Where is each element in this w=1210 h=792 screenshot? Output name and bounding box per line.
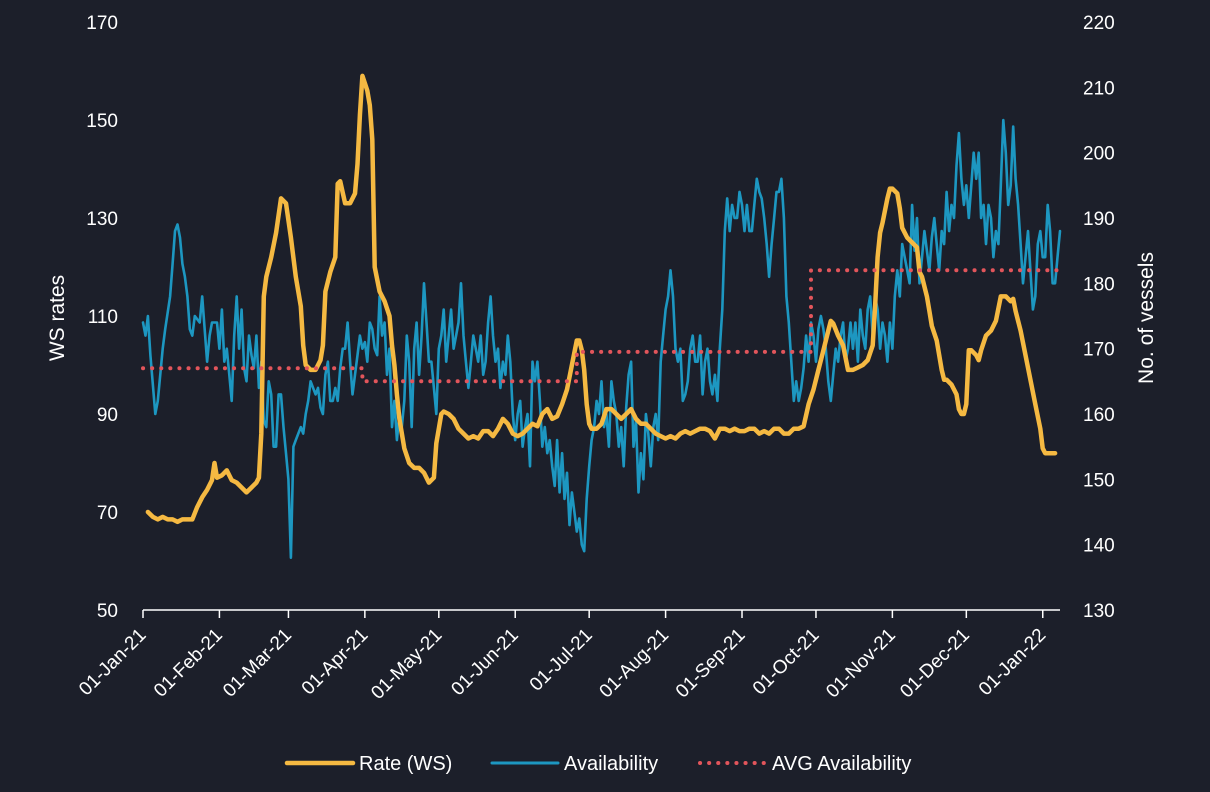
legend-label-0: Rate (WS) xyxy=(359,753,452,775)
x-tick-label-12: 01-Jan-22 xyxy=(975,625,1050,700)
y-left-tick-0: 50 xyxy=(97,601,118,622)
y-right-tick-0: 130 xyxy=(1083,601,1115,622)
series-group xyxy=(141,73,1062,559)
x-tick-label-11: 01-Dec-21 xyxy=(896,625,974,703)
x-tick-label-8: 01-Sep-21 xyxy=(672,625,750,703)
y-right-tick-4: 170 xyxy=(1083,340,1115,361)
x-tick-label-9: 01-Oct-21 xyxy=(749,625,824,700)
x-tick-label-3: 01-Apr-21 xyxy=(298,625,373,700)
y-right-tick-1: 140 xyxy=(1083,536,1115,557)
y-axis-right-title: No. of vessels xyxy=(1135,252,1158,384)
y-left-tick-5: 150 xyxy=(86,111,118,132)
series-line-availability xyxy=(141,118,1062,559)
y-right-tick-7: 200 xyxy=(1083,144,1115,165)
y-left-tick-4: 130 xyxy=(86,209,118,230)
x-tick-label-1: 01-Feb-21 xyxy=(150,625,227,702)
y-left-tick-3: 110 xyxy=(88,307,118,328)
x-tick-label-2: 01-Mar-21 xyxy=(219,625,296,702)
x-tick-label-6: 01-Jul-21 xyxy=(526,625,597,696)
x-tick-label-7: 01-Aug-21 xyxy=(596,625,674,703)
legend: Rate (WS) Availability AVG Availability xyxy=(284,753,911,775)
x-tick-label-10: 01-Nov-21 xyxy=(822,625,900,703)
y-right-tick-2: 150 xyxy=(1083,470,1115,491)
y-left-tick-2: 90 xyxy=(97,405,118,426)
legend-label-2: AVG Availability xyxy=(772,753,911,775)
y-axis-left-title: WS rates xyxy=(46,275,69,361)
y-left-tick-6: 170 xyxy=(86,13,118,34)
y-left-tick-1: 70 xyxy=(97,503,118,524)
y-right-tick-6: 190 xyxy=(1083,209,1115,230)
legend-label-1: Availability xyxy=(564,753,658,775)
series-line-rate-ws xyxy=(145,73,1058,525)
y-right-tick-5: 180 xyxy=(1083,274,1115,295)
y-right-tick-9: 220 xyxy=(1083,13,1115,34)
x-tick-label-5: 01-Jun-21 xyxy=(447,625,522,700)
y-right-tick-8: 210 xyxy=(1083,78,1115,99)
y-axis-left-ticks: 50 70 90 110 130 150 170 xyxy=(86,13,118,622)
x-tick-label-4: 01-May-21 xyxy=(367,625,446,704)
x-tick-label-0: 01-Jan-21 xyxy=(75,625,150,700)
y-right-tick-3: 160 xyxy=(1083,405,1115,426)
y-axis-right-ticks: 130 140 150 160 170 180 190 200 210 220 xyxy=(1083,13,1115,622)
